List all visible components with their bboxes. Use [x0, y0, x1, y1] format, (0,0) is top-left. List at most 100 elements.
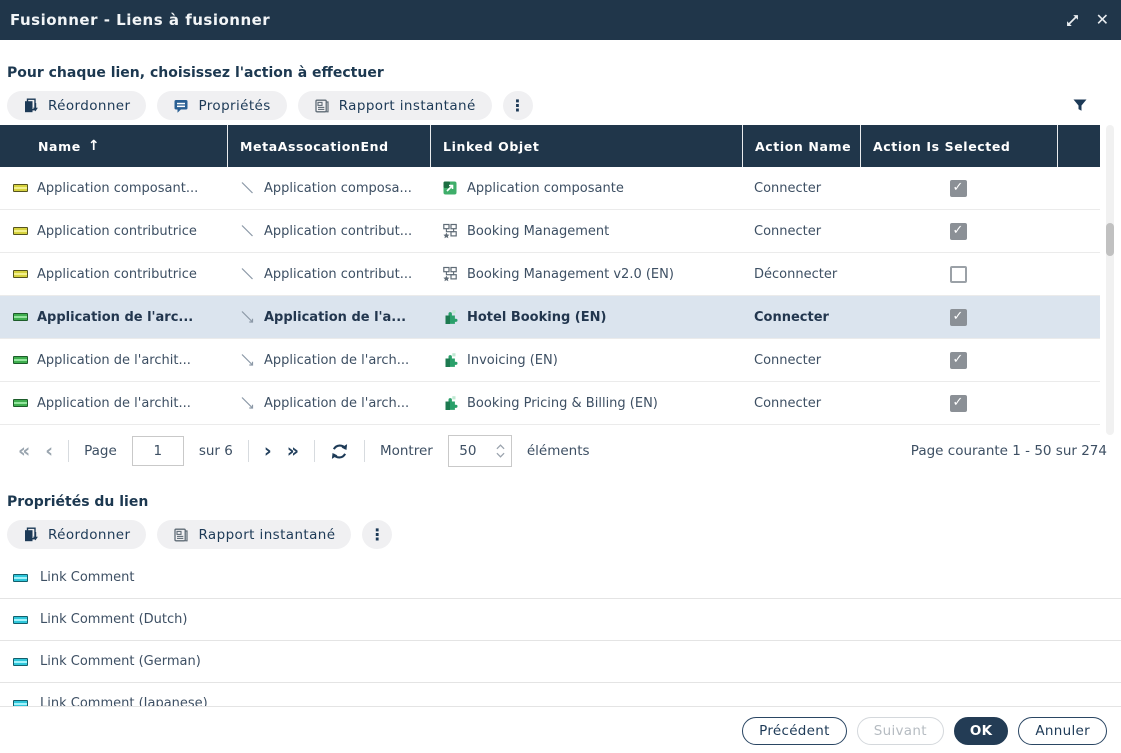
action-selected-checkbox[interactable] [950, 352, 967, 369]
puzzle-green-icon [442, 309, 458, 325]
list-item[interactable]: Link Comment (Dutch) [0, 599, 1121, 641]
column-header-action-is-selected[interactable]: Action Is Selected [860, 125, 1057, 167]
column-header-empty [1057, 125, 1100, 167]
table-row-selected[interactable]: Application de l'arc... Application de l… [0, 296, 1100, 339]
link-name: Application contributrice [37, 267, 197, 282]
page-of-label: sur 6 [199, 443, 233, 459]
spinner-icons[interactable] [496, 444, 505, 458]
links-section-heading: Pour chaque lien, choisissez l'action à … [7, 64, 1121, 82]
dialog-footer: Précédent Suivant OK Annuler [0, 717, 1121, 745]
link-icon [13, 270, 28, 278]
close-icon[interactable]: ✕ [1096, 12, 1109, 28]
kebab-icon: ⋮ [509, 96, 525, 115]
link-icon [13, 184, 28, 192]
column-header-metaassocationend[interactable]: MetaAssocationEnd [227, 125, 430, 167]
column-header-linked-objet[interactable]: Linked Objet [430, 125, 742, 167]
previous-page-button[interactable]: ‹ [45, 442, 53, 461]
instant-report-button[interactable]: Rapport instantané [157, 520, 351, 549]
diagram-star-icon [442, 266, 458, 282]
association-line-icon [239, 266, 255, 282]
property-label: Link Comment (Dutch) [40, 612, 187, 627]
action-name: Connecter [754, 396, 821, 411]
association-line-icon [239, 180, 255, 196]
link-name: Application composant... [37, 181, 198, 196]
property-label: Link Comment [40, 570, 134, 585]
instant-report-icon [173, 527, 189, 543]
first-page-button[interactable]: « [18, 442, 30, 461]
property-icon [13, 700, 28, 708]
table-row[interactable]: Application de l'archit... Application d… [0, 382, 1100, 425]
action-selected-checkbox[interactable] [950, 223, 967, 240]
link-name: Application de l'archit... [37, 396, 191, 411]
filter-icon[interactable] [1071, 97, 1089, 115]
link-properties-list: Link Comment Link Comment (Dutch) Link C… [0, 557, 1121, 707]
list-item[interactable]: Link Comment [0, 557, 1121, 599]
merge-links-dialog: Fusionner - Liens à fusionner ✕ Pour cha… [0, 0, 1121, 753]
diagram-star-icon [442, 223, 458, 239]
divider [68, 440, 69, 462]
page-number-input[interactable] [132, 436, 184, 466]
instant-report-label: Rapport instantané [339, 98, 476, 114]
reorder-button[interactable]: Réordonner [7, 520, 146, 549]
next-button[interactable]: Suivant [857, 717, 944, 745]
action-name: Connecter [754, 353, 821, 368]
link-icon [13, 399, 28, 407]
link-name: Application de l'archit... [37, 353, 191, 368]
list-item[interactable]: Link Comment (German) [0, 641, 1121, 683]
instant-report-icon [314, 98, 330, 114]
puzzle-green-icon [442, 395, 458, 411]
action-selected-checkbox[interactable] [950, 309, 967, 326]
page-size-stepper[interactable] [448, 435, 512, 467]
reorder-icon [23, 527, 39, 543]
vertical-scrollbar[interactable] [1106, 125, 1114, 435]
last-page-button[interactable]: » [287, 442, 299, 461]
reorder-label: Réordonner [48, 527, 130, 543]
more-actions-button[interactable]: ⋮ [362, 520, 392, 549]
instant-report-button[interactable]: Rapport instantané [298, 91, 492, 120]
properties-button[interactable]: Propriétés [157, 91, 286, 120]
more-actions-button[interactable]: ⋮ [503, 91, 533, 120]
table-row[interactable]: Application contributrice Application co… [0, 210, 1100, 253]
property-label: Link Comment (Japanese) [40, 696, 208, 707]
property-icon [13, 658, 28, 666]
page-size-input[interactable] [451, 443, 485, 459]
association-arrow-icon [239, 352, 255, 368]
properties-toolbar: Réordonner Rapport instantané ⋮ [7, 520, 1121, 549]
page-label: Page [84, 443, 117, 459]
reorder-button[interactable]: Réordonner [7, 91, 146, 120]
association-arrow-icon [239, 395, 255, 411]
link-name: Application de l'arc... [37, 310, 193, 325]
chevron-down-icon [496, 452, 505, 458]
cancel-button[interactable]: Annuler [1018, 717, 1107, 745]
list-item[interactable]: Link Comment (Japanese) [0, 683, 1121, 707]
scrollbar-thumb[interactable] [1106, 223, 1114, 256]
association-line-icon [239, 223, 255, 239]
instant-report-label: Rapport instantané [198, 527, 335, 543]
table-row[interactable]: Application contributrice Application co… [0, 253, 1100, 296]
refresh-icon[interactable] [330, 442, 349, 461]
next-page-button[interactable]: › [264, 442, 272, 461]
link-icon [13, 227, 28, 235]
action-selected-checkbox[interactable] [950, 395, 967, 412]
ok-button[interactable]: OK [954, 717, 1009, 745]
column-header-name[interactable]: Name ↑ [0, 125, 227, 167]
column-header-action-name[interactable]: Action Name [742, 125, 860, 167]
properties-label: Propriétés [198, 98, 270, 114]
table-row[interactable]: Application composant... Application com… [0, 167, 1100, 210]
properties-icon [173, 98, 189, 114]
expand-icon[interactable] [1065, 13, 1080, 28]
pagination-bar: « ‹ Page sur 6 › » Montrer éléments Page… [0, 425, 1121, 477]
divider [314, 440, 315, 462]
action-selected-checkbox[interactable] [950, 180, 967, 197]
table-row[interactable]: Application de l'archit... Application d… [0, 339, 1100, 382]
link-icon [13, 313, 28, 321]
divider [364, 440, 365, 462]
action-selected-checkbox[interactable] [950, 266, 967, 283]
property-icon [13, 574, 28, 582]
kebab-icon: ⋮ [369, 525, 385, 544]
action-name: Connecter [754, 181, 821, 196]
action-name: Connecter [754, 310, 829, 325]
previous-button[interactable]: Précédent [742, 717, 847, 745]
puzzle-green-icon [442, 352, 458, 368]
link-icon [13, 356, 28, 364]
